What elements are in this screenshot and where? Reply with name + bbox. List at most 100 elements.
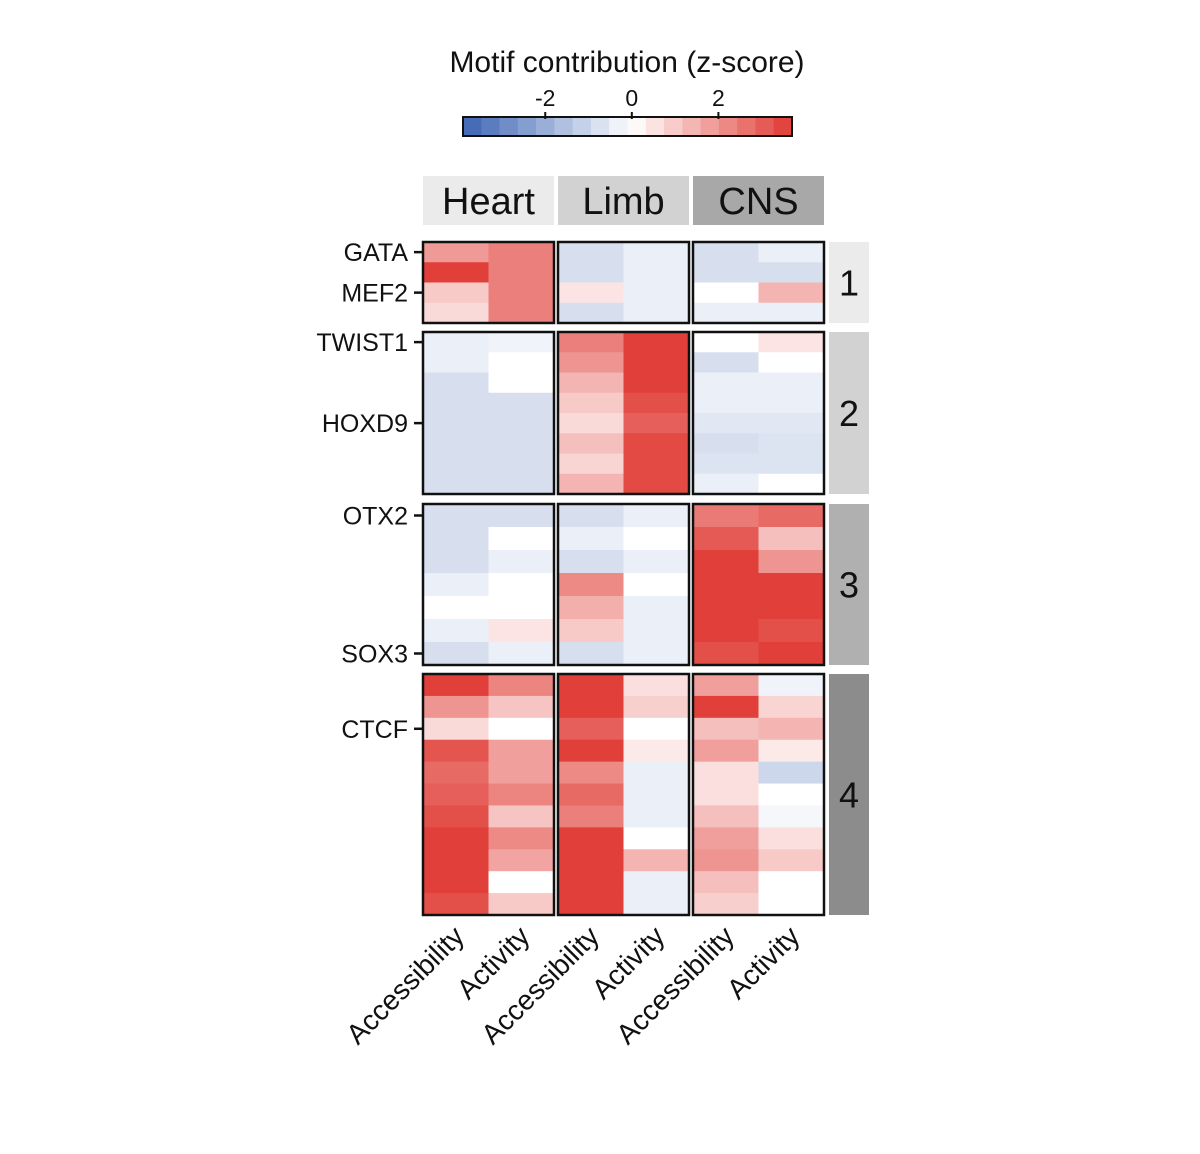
panel-border [556,240,691,325]
heatmap-cell [623,893,690,916]
heatmap-cell [693,805,760,828]
heatmap-cell [488,849,555,872]
row-label: MEF2 [341,280,408,308]
heatmap-cell [693,453,760,475]
heatmap-cell [758,433,825,455]
tissue-header-cns [693,176,824,225]
heatmap-cell [693,413,760,434]
heatmap-cell [693,302,760,324]
heatmap-cell [423,504,490,528]
heatmap-cell [623,413,690,434]
heatmap-cell [488,413,555,434]
heatmap-cell [558,392,625,414]
heatmap-cell [558,674,625,697]
column-label: Accessibility [340,920,470,1050]
heatmap-cell [623,527,690,551]
panel-border [421,672,556,917]
colorbar-title: Motif contribution (z-score) [449,46,804,79]
column-label: Activity [721,920,806,1005]
heatmap-cell [693,849,760,872]
colorbar-step [645,117,665,136]
heatmap-cell [693,573,760,597]
heatmap-cell [423,242,490,263]
heatmap-cell [558,893,625,916]
heatmap-cell [758,302,825,324]
row-label: OTX2 [343,503,408,531]
heatmap-cell [558,332,625,353]
heatmap-cell [693,783,760,807]
heatmap-cell [558,453,625,475]
heatmap-cell [488,352,555,374]
heatmap-cell [623,332,690,353]
heatmap-cell [423,282,490,304]
heatmap-cell [423,871,490,894]
heatmap-cell [693,473,760,495]
heatmap-cell [423,642,490,666]
panel-border [556,502,691,667]
heatmap-cell [558,871,625,894]
heatmap-cell [758,849,825,872]
heatmap-cell [488,504,555,528]
heatmap-cell [623,550,690,574]
heatmap-cell [488,805,555,828]
heatmap-cell [558,504,625,528]
heatmap-cell [693,392,760,414]
heatmap-cell [623,282,690,304]
heatmap-cell [558,849,625,872]
panel-border [556,672,691,917]
heatmap-cell [758,619,825,643]
heatmap-cell [758,674,825,697]
heatmap-cell [693,695,760,719]
heatmap-cell [758,527,825,551]
colorbar-frame [462,116,793,137]
panel-border [691,502,826,667]
heatmap-cell [758,739,825,763]
heatmap-cell [693,282,760,304]
heatmap-cell [693,527,760,551]
heatmap-cell [488,332,555,353]
colorbar-step [664,117,683,136]
heatmap-cell [693,372,760,394]
row-labels: GATA MEF2 TWIST1 HOXD9 OTX2 SOX3 CTCF [316,239,424,744]
heatmap-cell [758,695,825,719]
heatmap-cell [623,596,690,620]
heatmap-cell [488,573,555,597]
heatmap-cell [623,302,690,324]
colorbar-step [463,117,482,136]
cluster-label: 3 [839,565,859,606]
heatmap-cell [423,392,490,414]
heatmap-cell [488,433,555,455]
heatmap-cell [488,619,555,643]
heatmap-cell [623,504,690,528]
heatmap-cell [558,619,625,643]
colorbar-step [755,117,775,136]
cluster-strip [829,332,869,494]
heatmap-cell [693,504,760,528]
heatmap-cell [488,717,555,741]
panel-border [556,330,691,496]
cluster-strip [829,674,869,915]
heatmap-cell [623,619,690,643]
panel-border [691,330,826,496]
heatmap-cell [423,619,490,643]
heatmap-cell [423,302,490,324]
heatmap-cell [558,717,625,741]
heatmap-cell [423,596,490,620]
heatmap-cell [693,674,760,697]
colorbar-step [737,117,757,136]
cluster-strips: 1 2 3 4 [829,242,869,915]
heatmap-cell [623,827,690,850]
heatmap-cell [693,893,760,916]
colorbar-tick-label: 0 [625,85,638,111]
colorbar-step [682,117,702,136]
heatmap-cell [758,550,825,574]
heatmap-cell [623,695,690,719]
heatmap-cell [558,695,625,719]
heatmap-cell [758,372,825,394]
heatmap-cell [693,332,760,353]
heatmap-cell [758,642,825,666]
heatmap-cell [623,739,690,763]
heatmap-cell [623,761,690,785]
panel-border [421,330,556,496]
tissue-header-label: Limb [582,181,664,223]
